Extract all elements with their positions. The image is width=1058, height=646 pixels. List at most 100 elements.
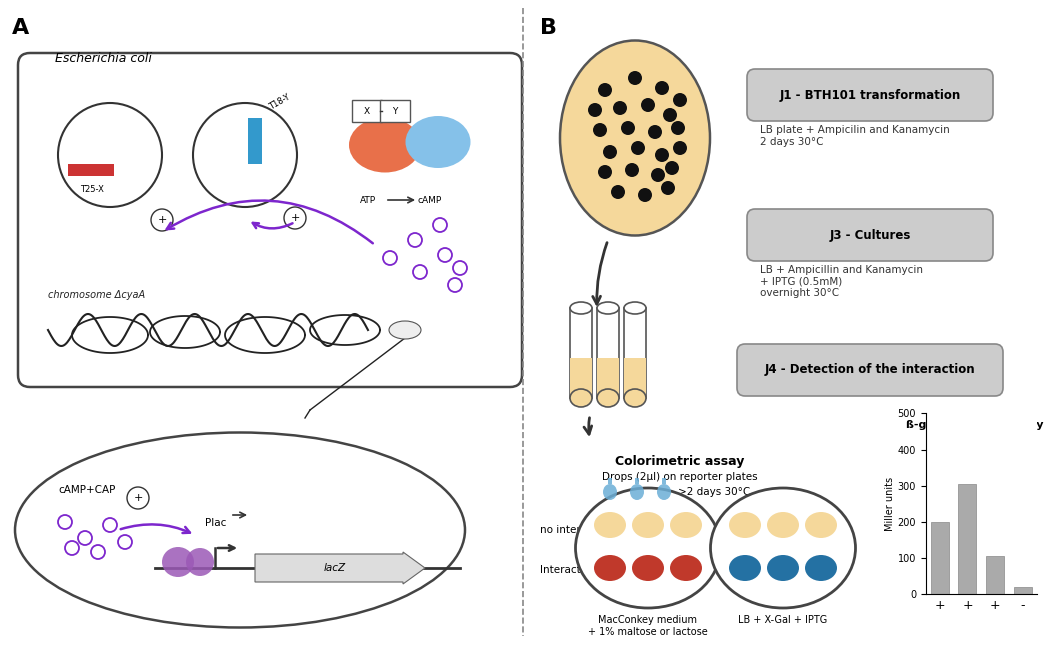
- FancyBboxPatch shape: [747, 69, 993, 121]
- Bar: [597, 308, 619, 398]
- Circle shape: [408, 233, 422, 247]
- Bar: [597, 358, 619, 398]
- Text: Y: Y: [393, 107, 398, 116]
- Text: LB + X-Gal + IPTG: LB + X-Gal + IPTG: [738, 615, 827, 625]
- Ellipse shape: [767, 512, 799, 538]
- Text: Drops (2μl) on reporter plates: Drops (2μl) on reporter plates: [602, 472, 758, 482]
- Circle shape: [453, 261, 467, 275]
- Circle shape: [284, 207, 306, 229]
- Text: +: +: [290, 213, 299, 223]
- Ellipse shape: [186, 548, 214, 576]
- Ellipse shape: [670, 512, 703, 538]
- Text: lacZ: lacZ: [324, 563, 346, 573]
- FancyArrowPatch shape: [167, 200, 372, 244]
- Circle shape: [603, 145, 617, 159]
- Ellipse shape: [594, 512, 626, 538]
- Circle shape: [641, 98, 655, 112]
- FancyArrow shape: [255, 552, 425, 584]
- Ellipse shape: [597, 302, 619, 314]
- Text: Escherichia coli: Escherichia coli: [55, 52, 152, 65]
- Circle shape: [661, 181, 675, 195]
- Bar: [624, 358, 646, 398]
- Circle shape: [448, 278, 462, 292]
- Text: +: +: [158, 215, 167, 225]
- Ellipse shape: [603, 484, 617, 500]
- FancyArrowPatch shape: [121, 525, 190, 533]
- Circle shape: [647, 125, 662, 139]
- FancyArrowPatch shape: [253, 223, 292, 229]
- Ellipse shape: [576, 488, 720, 608]
- Circle shape: [193, 103, 297, 207]
- Circle shape: [383, 251, 397, 265]
- Ellipse shape: [630, 484, 644, 500]
- Bar: [624, 308, 646, 398]
- FancyBboxPatch shape: [747, 209, 993, 261]
- Circle shape: [588, 103, 602, 117]
- Circle shape: [58, 515, 72, 529]
- FancyBboxPatch shape: [737, 344, 1003, 396]
- Ellipse shape: [767, 555, 799, 581]
- Circle shape: [65, 541, 79, 555]
- Circle shape: [621, 121, 635, 135]
- Text: >2 days 30°C: >2 days 30°C: [678, 487, 750, 497]
- Bar: [986, 556, 1004, 594]
- Circle shape: [651, 168, 665, 182]
- Bar: [931, 522, 949, 594]
- Text: J4 - Detection of the interaction: J4 - Detection of the interaction: [765, 364, 975, 377]
- Text: X: X: [364, 107, 370, 116]
- Ellipse shape: [349, 118, 421, 172]
- Ellipse shape: [670, 555, 703, 581]
- FancyArrow shape: [635, 478, 639, 484]
- Text: +: +: [133, 493, 143, 503]
- Text: B: B: [540, 18, 557, 38]
- Circle shape: [413, 265, 427, 279]
- Text: Interaction: Interaction: [540, 565, 597, 575]
- Circle shape: [438, 248, 452, 262]
- Bar: [248, 118, 262, 164]
- Ellipse shape: [560, 41, 710, 236]
- Ellipse shape: [570, 389, 592, 407]
- Circle shape: [598, 165, 612, 179]
- Text: MacConkey medium
+ 1% maltose or lactose: MacConkey medium + 1% maltose or lactose: [588, 615, 708, 636]
- Text: Colorimetric assay: Colorimetric assay: [616, 455, 745, 468]
- Circle shape: [628, 71, 642, 85]
- Circle shape: [663, 108, 677, 122]
- FancyBboxPatch shape: [352, 100, 382, 122]
- Ellipse shape: [389, 321, 421, 339]
- Text: ATP: ATP: [360, 196, 376, 205]
- Circle shape: [103, 518, 117, 532]
- Ellipse shape: [594, 555, 626, 581]
- Ellipse shape: [597, 389, 619, 407]
- Ellipse shape: [729, 555, 761, 581]
- Ellipse shape: [805, 555, 837, 581]
- Text: cAMP+CAP: cAMP+CAP: [58, 485, 115, 495]
- Ellipse shape: [729, 512, 761, 538]
- Circle shape: [118, 535, 132, 549]
- Ellipse shape: [162, 547, 194, 577]
- Text: J3 - Cultures: J3 - Cultures: [829, 229, 911, 242]
- FancyArrow shape: [608, 478, 612, 484]
- Bar: [570, 358, 592, 398]
- Ellipse shape: [657, 484, 671, 500]
- Y-axis label: Miller units: Miller units: [884, 477, 895, 531]
- Text: A: A: [12, 18, 30, 38]
- Bar: [570, 308, 592, 398]
- Circle shape: [673, 93, 687, 107]
- Circle shape: [655, 148, 669, 162]
- Text: T18-Y: T18-Y: [268, 93, 292, 112]
- Circle shape: [598, 83, 612, 97]
- Text: T25-X: T25-X: [80, 185, 104, 194]
- Text: J1 - BTH101 transformation: J1 - BTH101 transformation: [780, 89, 961, 101]
- Ellipse shape: [405, 116, 471, 168]
- Text: Plac: Plac: [205, 518, 226, 528]
- Circle shape: [151, 209, 174, 231]
- FancyArrow shape: [662, 478, 665, 484]
- Ellipse shape: [632, 555, 664, 581]
- FancyBboxPatch shape: [380, 100, 411, 122]
- Circle shape: [631, 141, 645, 155]
- Circle shape: [673, 141, 687, 155]
- Ellipse shape: [632, 512, 664, 538]
- Bar: [1014, 587, 1032, 594]
- Ellipse shape: [711, 488, 856, 608]
- Circle shape: [625, 163, 639, 177]
